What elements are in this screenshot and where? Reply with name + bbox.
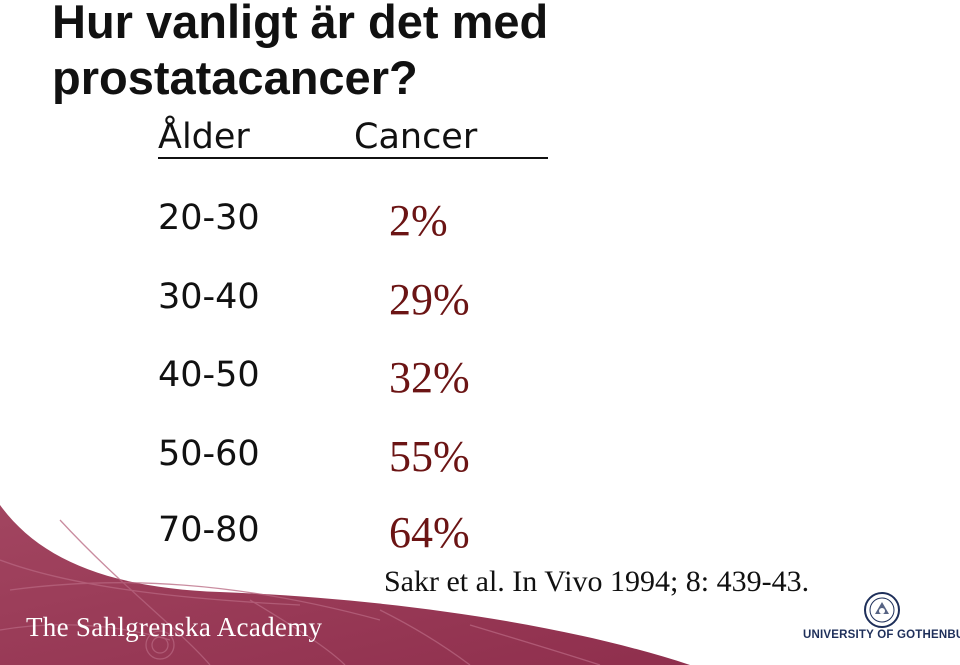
age-range: 50-60 (158, 434, 260, 474)
header-underline (158, 157, 548, 159)
cancer-percent: 64% (389, 508, 470, 557)
age-range: 70-80 (158, 510, 260, 550)
table-row: 50-60 55% (0, 431, 960, 481)
cancer-percent: 29% (389, 275, 470, 324)
citation: Sakr et al. In Vivo 1994; 8: 439-43. (384, 565, 810, 598)
cancer-percent: 2% (389, 196, 448, 245)
column-header-cancer: Cancer (354, 117, 478, 157)
academy-name: The Sahlgrenska Academy (26, 612, 323, 642)
age-range: 40-50 (158, 355, 260, 395)
age-range: 30-40 (158, 277, 260, 317)
age-range: 20-30 (158, 198, 260, 238)
table-row: 20-30 2% (0, 195, 960, 245)
table-row: 40-50 32% (0, 352, 960, 402)
table-row: 70-80 64% (0, 507, 960, 557)
table-row: 30-40 29% (0, 274, 960, 324)
university-name: UNIVERSITY OF GOTHENBURG (803, 629, 960, 641)
column-header-age: Ålder (158, 117, 250, 157)
university-seal-icon (864, 592, 900, 628)
table-header: Ålder Cancer (0, 114, 960, 164)
cancer-percent: 55% (389, 432, 470, 481)
cancer-percent: 32% (389, 353, 470, 402)
slide-title: Hur vanligt är det med prostatacancer? (52, 0, 549, 104)
